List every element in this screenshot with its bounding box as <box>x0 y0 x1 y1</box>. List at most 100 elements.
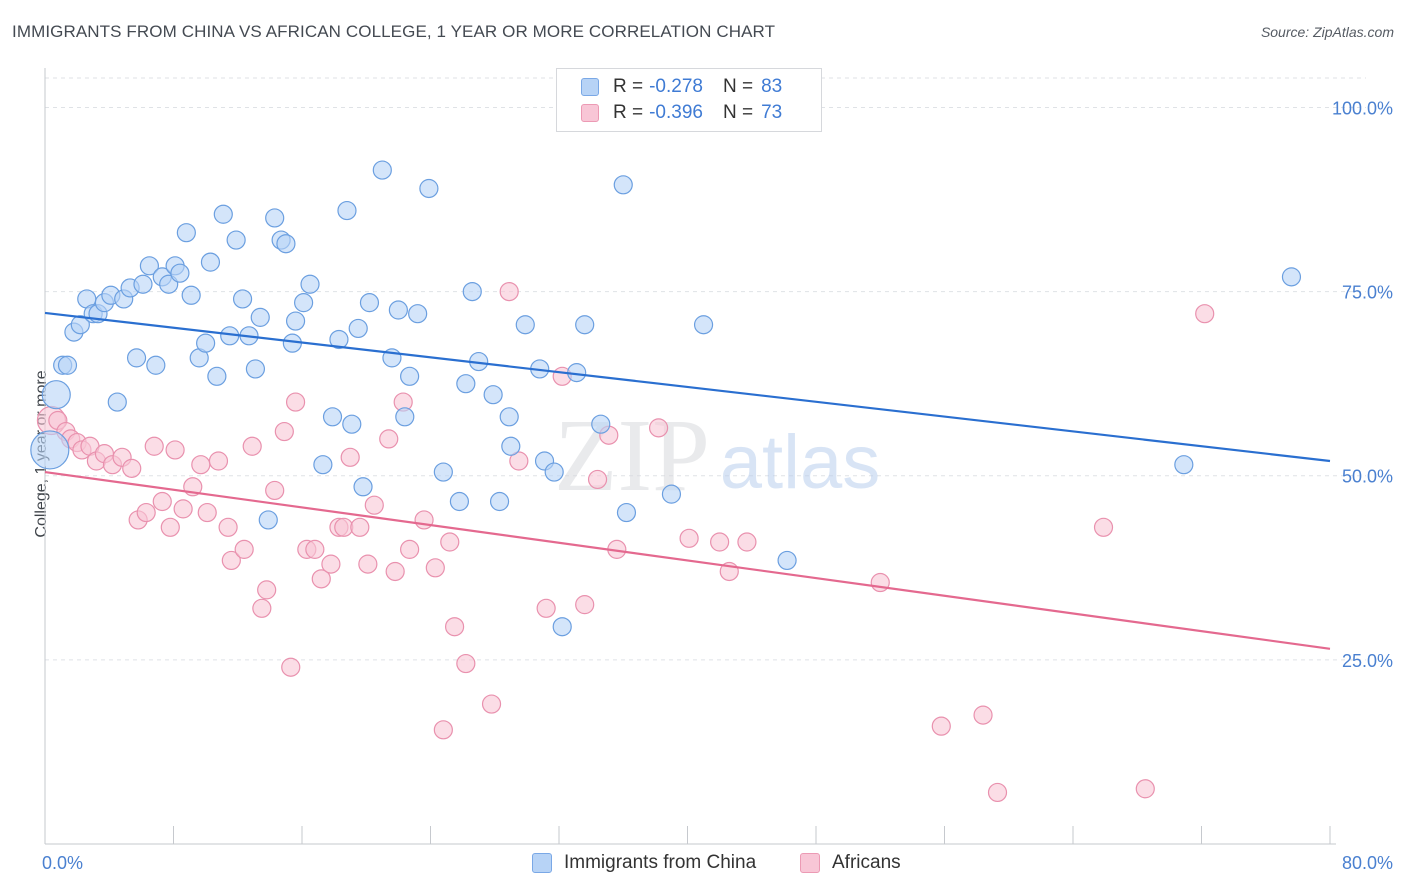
africans-point <box>440 532 460 552</box>
china-point <box>515 315 535 335</box>
china-point <box>294 293 314 313</box>
africans-point <box>536 598 556 618</box>
africans-point <box>234 539 254 559</box>
africans-point <box>379 429 399 449</box>
tick-labels: 25.0% 50.0% 75.0% 100.0% 0.0% 80.0% <box>42 98 1393 873</box>
y-tick-label: 100.0% <box>1332 98 1393 118</box>
china-point <box>245 359 266 379</box>
africans-point <box>285 392 306 412</box>
china-point <box>226 230 246 250</box>
africans-point <box>1093 517 1114 537</box>
x-tick-label-max: 80.0% <box>1342 853 1393 873</box>
china-point <box>359 293 380 313</box>
china-point <box>616 502 637 523</box>
china-point <box>419 178 439 199</box>
china-point <box>501 436 521 456</box>
y-tick-label: 75.0% <box>1342 283 1393 303</box>
china-point <box>276 234 296 254</box>
africans-point <box>242 436 262 456</box>
china-point <box>181 285 201 305</box>
legend-r-label: R = <box>613 76 644 97</box>
trend-line-china <box>44 311 1331 463</box>
china-point <box>400 366 420 386</box>
africans-point <box>265 480 285 501</box>
china-point <box>1281 267 1302 287</box>
africans-point <box>587 469 608 490</box>
china-point <box>462 281 482 302</box>
china-point <box>250 307 270 327</box>
china-point <box>499 407 519 427</box>
china-point <box>200 252 221 272</box>
trend-line-africans <box>44 470 1331 650</box>
africans-point <box>499 281 519 302</box>
legend-n-value: 73 <box>761 102 783 123</box>
china-point <box>300 274 320 294</box>
china-point <box>456 374 476 394</box>
china-point <box>661 484 682 504</box>
china-point <box>322 407 343 427</box>
china-point <box>329 329 349 350</box>
china-point <box>777 550 797 571</box>
china-point <box>313 455 333 475</box>
source-label: Source: ZipAtlas.com <box>1260 24 1394 40</box>
legend-row-africans: R = -0.396 N = 73 <box>581 102 782 124</box>
china-point <box>353 477 373 497</box>
africans-point <box>456 653 476 674</box>
africans-point <box>221 550 241 571</box>
china-point <box>258 510 278 530</box>
africans-point <box>1195 304 1215 324</box>
china-point <box>348 318 368 339</box>
africans-point <box>575 595 595 615</box>
africans-point <box>1135 779 1155 799</box>
china-point <box>265 208 285 228</box>
china-point <box>57 355 78 375</box>
africans-point <box>165 440 185 460</box>
y-tick-label: 25.0% <box>1342 651 1393 671</box>
china-point <box>126 348 147 368</box>
bottom-legend-label: Immigrants from China <box>564 852 757 873</box>
legend-row-china: R = -0.278 N = 83 <box>581 76 782 98</box>
legend-r-value: -0.278 <box>649 76 703 97</box>
africans-point <box>433 720 453 740</box>
grid-lines <box>45 77 1366 661</box>
africans-point <box>281 657 301 677</box>
africans-point <box>305 539 325 559</box>
bottom-legend-africans: Africans <box>800 852 901 874</box>
china-point <box>176 223 196 243</box>
china-point <box>433 462 453 482</box>
china-point <box>388 300 408 320</box>
bottom-legend-swatch-africans <box>800 853 820 873</box>
china-point <box>70 315 90 335</box>
africans-point <box>931 716 951 736</box>
africans-point <box>152 491 172 512</box>
africans-point <box>257 580 277 600</box>
bottom-legend-china: Immigrants from China <box>532 852 756 874</box>
china-point <box>552 617 572 637</box>
watermark-zip: ZIP <box>554 398 710 513</box>
bottom-legend-label: Africans <box>832 852 901 873</box>
legend-n-value: 83 <box>761 76 783 97</box>
china-point <box>133 274 153 294</box>
china-point <box>213 204 233 224</box>
china-point <box>41 380 71 410</box>
africans-point <box>444 617 465 637</box>
china-point <box>207 366 227 386</box>
china-point <box>285 311 306 331</box>
china-point <box>613 175 633 195</box>
china-point <box>449 491 470 512</box>
china-point <box>337 200 357 221</box>
watermark: ZIP atlas <box>554 398 880 513</box>
china-point <box>139 256 160 276</box>
legend-n-label: N = <box>722 76 754 97</box>
china-point <box>232 289 253 309</box>
china-points <box>30 160 1302 637</box>
africans-point <box>340 447 360 467</box>
africans-point <box>973 705 993 725</box>
africans-point <box>509 451 529 471</box>
africans-point <box>414 510 434 530</box>
africans-point <box>218 517 238 537</box>
africans-points <box>36 281 1215 803</box>
legend-swatch-africans <box>581 104 599 122</box>
africans-point <box>364 495 384 515</box>
